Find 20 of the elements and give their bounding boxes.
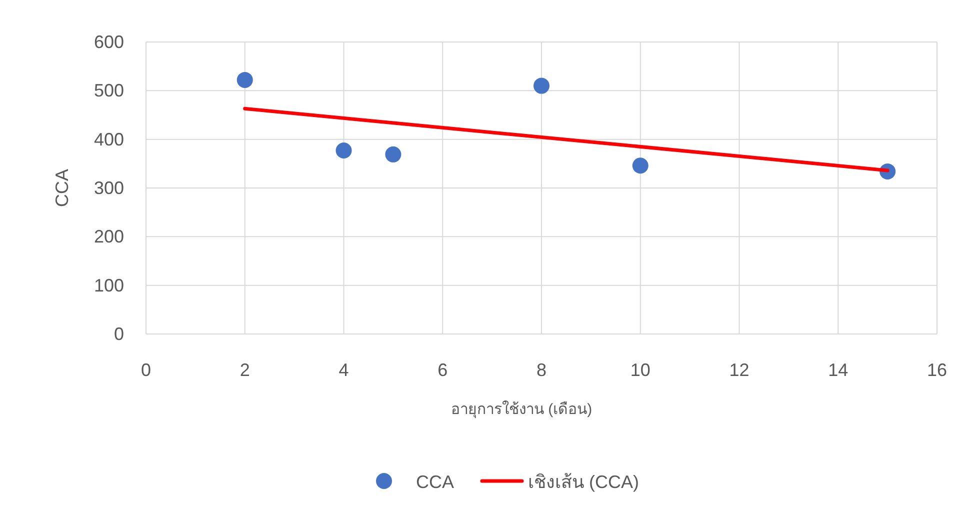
x-axis-title: อายุการใช้งาน (เดือน) <box>450 400 592 419</box>
x-tick-label: 10 <box>630 360 650 380</box>
y-tick-label: 400 <box>94 129 124 150</box>
y-tick-label: 600 <box>94 32 124 52</box>
y-tick-label: 200 <box>94 226 124 247</box>
y-tick-label: 100 <box>94 275 124 296</box>
y-axis-title: CCA <box>52 168 72 208</box>
y-tick-label: 300 <box>94 178 124 198</box>
y-tick-label: 500 <box>94 80 124 101</box>
legend-label: เชิงเส้น (CCA) <box>528 472 639 492</box>
x-tick-label: 8 <box>536 360 547 380</box>
y-tick-label: 0 <box>114 324 124 344</box>
x-tick-label: 14 <box>828 360 848 380</box>
x-tick-label: 4 <box>338 360 349 380</box>
legend-label: CCA <box>416 472 454 492</box>
x-tick-label: 2 <box>240 360 250 380</box>
x-tick-label: 12 <box>729 360 750 380</box>
x-tick-label: 0 <box>140 360 152 380</box>
x-tick-label: 16 <box>926 360 948 380</box>
x-tick-label: 6 <box>438 360 448 380</box>
